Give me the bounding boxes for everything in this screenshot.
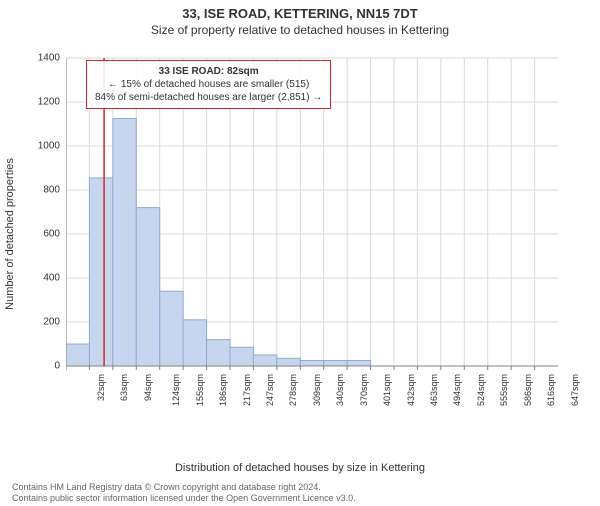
page-title: 33, ISE ROAD, KETTERING, NN15 7DT (0, 6, 600, 21)
xtick-label: 463sqm (429, 374, 439, 406)
ytick-label: 1000 (20, 141, 60, 152)
xtick-label: 524sqm (476, 374, 486, 406)
infobox-line3: 84% of semi-detached houses are larger (… (95, 91, 322, 104)
footer-line1: Contains HM Land Registry data © Crown c… (12, 482, 356, 493)
xaxis-label: Distribution of detached houses by size … (0, 462, 600, 474)
xtick-label: 370sqm (359, 374, 369, 406)
xtick-label: 63sqm (119, 374, 129, 401)
xtick-label: 586sqm (523, 374, 533, 406)
xtick-label: 432sqm (406, 374, 416, 406)
page-subtitle: Size of property relative to detached ho… (0, 23, 600, 37)
ytick-label: 800 (20, 185, 60, 196)
xtick-label: 247sqm (265, 374, 275, 406)
xtick-label: 278sqm (288, 374, 298, 406)
xtick-label: 555sqm (499, 374, 509, 406)
ytick-label: 1200 (20, 97, 60, 108)
marker-info-box: 33 ISE ROAD: 82sqm ← 15% of detached hou… (86, 60, 331, 109)
xtick-label: 186sqm (218, 374, 228, 406)
xtick-label: 340sqm (335, 374, 345, 406)
xtick-label: 32sqm (96, 374, 106, 401)
ytick-label: 600 (20, 229, 60, 240)
infobox-line2: ← 15% of detached houses are smaller (51… (95, 78, 322, 91)
ytick-label: 1400 (20, 53, 60, 64)
xtick-label: 124sqm (171, 374, 181, 406)
yaxis-label: Number of detached properties (4, 158, 16, 310)
xtick-label: 155sqm (195, 374, 205, 406)
xtick-label: 309sqm (312, 374, 322, 406)
infobox-line1: 33 ISE ROAD: 82sqm (95, 65, 322, 78)
xtick-label: 494sqm (452, 374, 462, 406)
footer: Contains HM Land Registry data © Crown c… (12, 482, 356, 505)
footer-line2: Contains public sector information licen… (12, 493, 356, 504)
xtick-label: 217sqm (242, 374, 252, 406)
xtick-label: 616sqm (546, 374, 556, 406)
histogram-chart: 0200400600800100012001400 32sqm63sqm94sq… (66, 54, 566, 414)
xtick-label: 647sqm (570, 374, 580, 406)
ytick-label: 0 (20, 361, 60, 372)
ytick-label: 400 (20, 273, 60, 284)
ytick-label: 200 (20, 317, 60, 328)
xtick-label: 401sqm (382, 374, 392, 406)
xtick-label: 94sqm (143, 374, 153, 401)
